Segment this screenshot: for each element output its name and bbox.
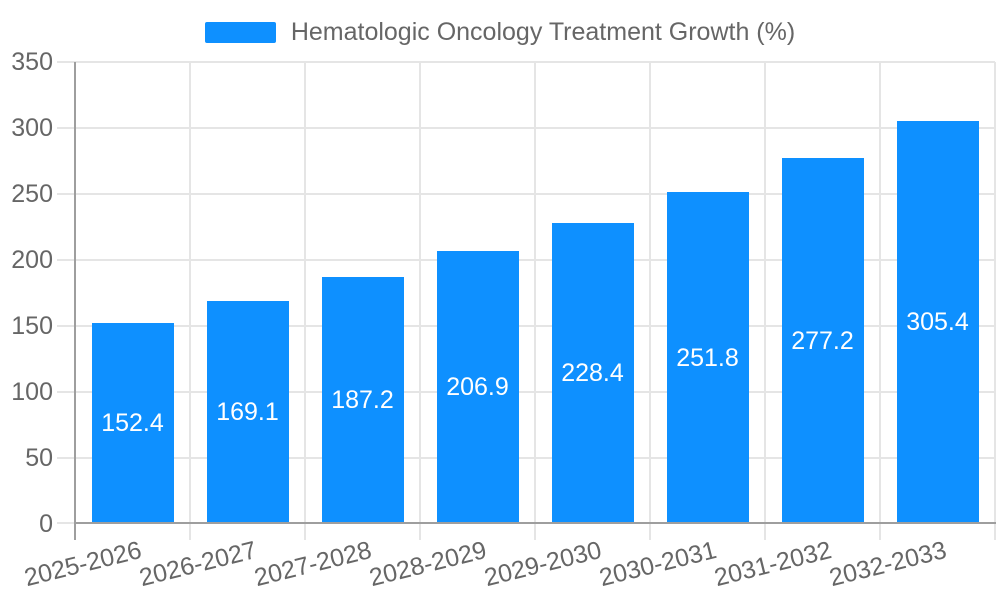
bar[interactable] [551, 222, 634, 524]
y-axis-tick-label: 250 [11, 180, 53, 208]
y-axis-tick-label: 300 [11, 114, 53, 142]
x-axis-tick-label-text: 2029-2030 [481, 536, 605, 593]
y-gridline [57, 325, 995, 327]
y-gridline [57, 127, 995, 129]
x-axis-tick-label-text: 2026-2027 [136, 536, 260, 593]
bar[interactable] [666, 191, 749, 524]
bar[interactable] [781, 158, 864, 524]
y-axis-tick [57, 522, 75, 524]
y-axis-tick-label: 350 [11, 48, 53, 76]
x-axis-line [74, 522, 996, 524]
y-axis-tick-label: 200 [11, 246, 53, 274]
bar[interactable] [91, 322, 174, 524]
bar-value-label: 206.9 [446, 373, 509, 402]
y-axis-tick-label: 0 [39, 510, 53, 538]
legend-swatch[interactable] [204, 21, 276, 43]
x-axis-tick-label-text: 2027-2028 [251, 536, 375, 593]
x-split-line [649, 62, 651, 540]
x-split-line [764, 62, 766, 540]
bar[interactable] [206, 300, 289, 524]
bar-value-label: 228.4 [561, 359, 624, 388]
y-axis-tick-label: 100 [11, 378, 53, 406]
x-axis-tick-label-text: 2032-2033 [826, 536, 950, 593]
y-gridline [57, 61, 995, 63]
bar[interactable] [896, 120, 979, 524]
bar[interactable] [321, 276, 404, 524]
y-gridline [57, 193, 995, 195]
x-split-line [304, 62, 306, 540]
x-split-line [879, 62, 881, 540]
y-gridline [57, 457, 995, 459]
legend[interactable]: Hematologic Oncology Treatment Growth (%… [0, 17, 1000, 47]
bar-value-label: 187.2 [331, 386, 394, 415]
bar[interactable] [436, 250, 519, 524]
bar-value-label: 169.1 [216, 398, 279, 427]
legend-label: Hematologic Oncology Treatment Growth (%… [290, 18, 796, 46]
y-axis-tick-label: 150 [11, 312, 53, 340]
x-split-line [534, 62, 536, 540]
x-split-line [994, 62, 996, 540]
bar-value-label: 251.8 [676, 343, 739, 372]
y-axis-line [74, 62, 76, 540]
y-axis-tick-label: 50 [25, 444, 53, 472]
x-split-line [189, 62, 191, 540]
y-gridline [57, 391, 995, 393]
bar-value-label: 305.4 [906, 308, 969, 337]
x-split-line [419, 62, 421, 540]
x-axis-tick-label-text: 2031-2032 [711, 536, 835, 593]
bar-value-label: 152.4 [101, 409, 164, 438]
bar-value-label: 277.2 [791, 327, 854, 356]
x-axis-tick-label-text: 2030-2031 [596, 536, 720, 593]
x-axis-tick-label-text: 2025-2026 [21, 536, 145, 593]
y-gridline [57, 259, 995, 261]
x-axis-tick-label-text: 2028-2029 [366, 536, 490, 593]
